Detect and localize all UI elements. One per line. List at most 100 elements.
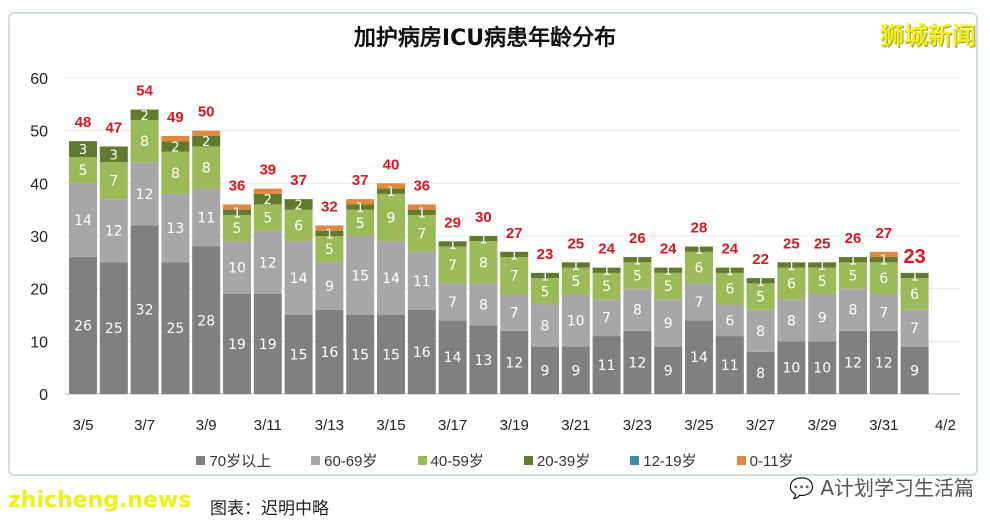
- segment-label: 9: [541, 363, 550, 379]
- segment-label: 11: [721, 358, 739, 374]
- bar-segment: [438, 283, 467, 321]
- bar-segment: [315, 262, 344, 310]
- bar-segment: [531, 272, 559, 279]
- segment-label: 2: [202, 135, 210, 150]
- segment-label: 5: [356, 216, 365, 232]
- bar-segment: [407, 214, 436, 252]
- legend-item: 20-39岁: [523, 450, 591, 471]
- bar-segment: [869, 251, 898, 258]
- bar-segment: [869, 293, 898, 331]
- total-label: 26: [629, 230, 646, 247]
- total-label: 37: [352, 172, 369, 189]
- segment-label: 14: [382, 271, 400, 287]
- segment-label: 6: [725, 282, 734, 298]
- total-label: 40: [383, 156, 400, 173]
- total-label: 25: [814, 235, 831, 252]
- x-tick-label: 3/5: [73, 417, 94, 434]
- bar-segment: [592, 299, 621, 337]
- bar-segment: [654, 272, 683, 300]
- bar-segment: [561, 262, 590, 268]
- bar-segment: [654, 299, 683, 347]
- bar-segment: [346, 209, 375, 236]
- bar-segment: [407, 309, 436, 394]
- bar-segment: [69, 157, 97, 184]
- x-tick-label: 3/23: [623, 417, 652, 434]
- legend-label: 20-39岁: [536, 453, 591, 470]
- segment-label: 5: [263, 211, 272, 227]
- segment-label: 10: [228, 261, 246, 277]
- brand-logo: 狮城新闻: [880, 22, 976, 50]
- bar-segment: [715, 267, 744, 273]
- bar-segment: [69, 141, 97, 157]
- total-label: 36: [413, 177, 430, 194]
- bar-segment: [192, 135, 221, 147]
- bar-segment: [623, 262, 652, 289]
- segment-label: 15: [351, 348, 369, 364]
- legend-item: 70岁以上: [196, 450, 271, 471]
- segment-label: 2: [264, 193, 272, 208]
- segment-label: 1: [387, 185, 395, 200]
- x-tick-label: 3/15: [376, 417, 405, 434]
- x-tick-label: 3/11: [254, 417, 282, 434]
- bar-segment: [808, 293, 837, 342]
- bar-segment: [346, 204, 375, 210]
- bar-segment: [715, 272, 744, 305]
- legend-item: 60-69岁: [311, 450, 378, 471]
- segment-label: 2: [171, 140, 179, 155]
- segment-label: 5: [849, 269, 858, 285]
- y-tick-label: 40: [30, 176, 48, 193]
- bar-segment: [377, 193, 405, 242]
- y-tick-label: 0: [39, 387, 48, 404]
- bar-segment: [377, 315, 405, 394]
- segment-label: 14: [444, 350, 462, 366]
- segment-label: 1: [418, 206, 426, 221]
- bar-segment: [900, 309, 929, 347]
- segment-label: 25: [105, 321, 123, 337]
- segment-label: 8: [756, 366, 765, 382]
- bar-segment: [346, 236, 375, 315]
- bar-segment: [500, 257, 529, 294]
- segment-label: 9: [818, 311, 827, 327]
- bar-segment: [130, 225, 159, 394]
- bar-segment: [777, 341, 806, 394]
- x-tick-label: 3/17: [438, 417, 467, 434]
- segment-label: 5: [571, 274, 580, 290]
- y-tick-label: 10: [30, 334, 48, 351]
- bar-segment: [438, 320, 467, 394]
- segment-label: 7: [602, 311, 611, 327]
- x-tick-label: 3/7: [134, 417, 155, 434]
- segment-label: 14: [74, 213, 92, 229]
- total-label: 48: [75, 114, 92, 131]
- segment-label: 8: [633, 303, 642, 319]
- bar-segment: [561, 346, 590, 394]
- segment-label: 19: [259, 337, 277, 353]
- bar-segment: [715, 336, 744, 394]
- segment-label: 19: [228, 337, 246, 353]
- bar-segment: [99, 146, 128, 163]
- bar-segment: [500, 293, 529, 331]
- segment-label: 8: [171, 166, 180, 182]
- segment-label: 5: [541, 284, 550, 300]
- legend-swatch: [311, 456, 321, 465]
- y-tick-label: 50: [30, 124, 48, 141]
- bar-segment: [900, 272, 929, 279]
- bar-segment: [99, 162, 128, 200]
- wechat-account-name: A计划学习生活篇: [820, 476, 974, 500]
- bar-segment: [561, 293, 590, 347]
- bar-segment: [531, 304, 559, 347]
- segment-label: 8: [541, 319, 550, 335]
- bar-segment: [869, 330, 898, 394]
- bar-segment: [685, 251, 713, 284]
- segment-label: 10: [813, 361, 831, 377]
- segment-label: 6: [695, 261, 704, 277]
- segment-label: 8: [140, 134, 149, 150]
- segment-label: 6: [879, 271, 888, 287]
- segment-label: 8: [756, 324, 765, 340]
- bar-segment: [654, 346, 683, 394]
- x-tick-label: 3/9: [196, 417, 217, 434]
- bar-segment: [839, 288, 867, 331]
- segment-label: 6: [294, 218, 303, 234]
- segment-label: 3: [79, 143, 87, 158]
- bar-segment: [438, 241, 467, 247]
